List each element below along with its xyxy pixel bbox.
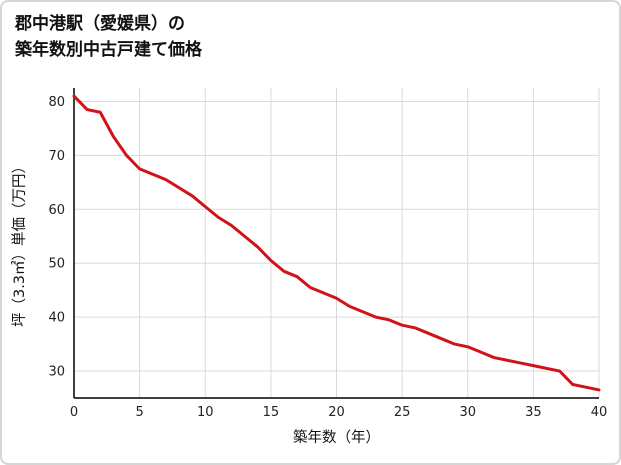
y-tick-label: 60 xyxy=(48,203,65,218)
x-tick-label: 0 xyxy=(70,405,78,420)
x-tick-label: 5 xyxy=(135,405,143,420)
y-tick-label: 70 xyxy=(48,149,65,164)
x-axis-title: 築年数（年） xyxy=(293,428,380,446)
x-tick-label: 10 xyxy=(197,405,214,420)
price-line-series xyxy=(72,94,601,392)
chart-title-line2: 築年数別中古戸建て価格 xyxy=(15,39,202,60)
price-line-chart: 0 5 10 15 20 25 30 35 40 30 40 50 60 70 80 築年数（年） 坪（3.3㎡… xyxy=(11,88,608,446)
x-tick-label: 30 xyxy=(459,405,476,420)
chart-title: 郡中港駅（愛媛県）の 築年数別中古戸建て価格 xyxy=(15,12,202,63)
x-tick-label: 25 xyxy=(394,405,411,420)
y-tick-label: 50 xyxy=(48,257,65,272)
x-tick-label: 20 xyxy=(328,405,345,420)
y-axis-title: 坪（3.3㎡）単価（万円） xyxy=(11,159,28,327)
y-tick-label: 30 xyxy=(48,365,65,380)
y-tick-label: 40 xyxy=(48,311,65,326)
x-tick-label: 15 xyxy=(263,405,280,420)
y-tick-label: 80 xyxy=(48,95,65,110)
x-tick-label: 40 xyxy=(591,405,608,420)
x-tick-label: 35 xyxy=(525,405,542,420)
chart-title-line1: 郡中港駅（愛媛県）の xyxy=(15,14,185,34)
